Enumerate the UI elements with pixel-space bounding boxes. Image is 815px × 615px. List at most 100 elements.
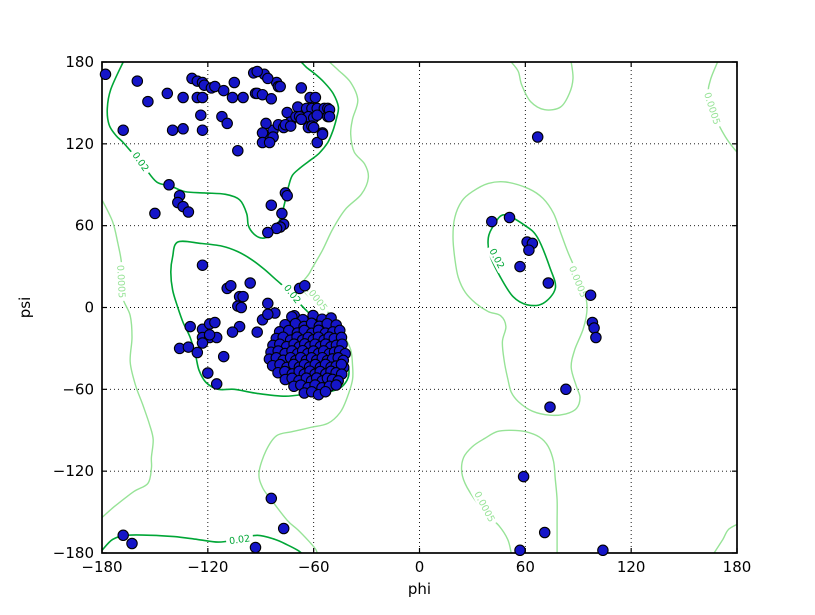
data-point: [131, 75, 144, 87]
x-tick-label: 180: [723, 558, 752, 576]
data-point: [274, 80, 286, 93]
data-point: [584, 289, 597, 301]
scatter-points: [99, 65, 609, 557]
data-point: [228, 76, 241, 89]
data-point: [319, 385, 332, 398]
contour-label-box: [485, 243, 509, 274]
x-tick-label: −60: [298, 558, 330, 576]
data-point: [142, 95, 154, 108]
y-tick-label: −180: [53, 544, 94, 562]
data-point: [196, 91, 209, 104]
data-point: [191, 346, 204, 359]
x-tick-label: 0: [415, 558, 425, 576]
data-point: [523, 244, 535, 256]
data-point: [262, 297, 274, 310]
data-point: [260, 117, 272, 130]
contour-label: 0.0005: [114, 265, 127, 299]
data-point: [262, 72, 274, 85]
contour-label-box: [565, 261, 591, 302]
data-point: [299, 279, 311, 292]
data-point: [235, 301, 248, 314]
data-point: [590, 331, 602, 344]
y-tick-label: −60: [62, 380, 94, 398]
data-point: [126, 537, 138, 550]
data-point: [177, 123, 189, 135]
x-tick-label: −180: [81, 558, 122, 576]
y-tick-label: 60: [75, 217, 94, 235]
data-point: [560, 383, 572, 396]
data-point: [161, 87, 174, 100]
data-point: [262, 308, 274, 321]
data-point: [196, 124, 209, 136]
contour-label-box: [114, 261, 129, 302]
data-point: [597, 544, 609, 557]
contour-label-box: [279, 279, 306, 309]
data-point: [265, 93, 278, 105]
y-axis-tick-labels: −180 −120 −60 0 60 120 180: [53, 53, 94, 562]
data-point: [330, 379, 342, 391]
tick-marks: [101, 61, 738, 554]
data-point: [149, 207, 161, 220]
x-tick-label: −120: [187, 558, 228, 576]
data-point: [210, 378, 223, 390]
data-point: [277, 522, 290, 535]
data-point: [263, 136, 276, 149]
data-point: [195, 109, 207, 121]
data-point: [163, 179, 175, 191]
y-tick-label: 180: [65, 53, 94, 71]
data-point: [202, 367, 214, 379]
data-point: [307, 121, 320, 134]
contour-label-box: [128, 147, 154, 177]
data-point: [281, 189, 293, 202]
data-point: [182, 341, 195, 353]
data-point: [225, 279, 237, 292]
data-point: [514, 260, 526, 273]
data-point: [503, 211, 516, 224]
data-point: [542, 277, 555, 289]
data-point: [226, 91, 239, 104]
y-tick-label: −120: [53, 462, 94, 480]
data-point: [256, 127, 269, 139]
data-point: [217, 350, 230, 363]
data-point: [295, 82, 308, 94]
data-point: [265, 199, 278, 211]
data-point: [182, 206, 195, 218]
data-point: [486, 215, 498, 228]
data-point: [514, 544, 526, 557]
data-point: [226, 326, 239, 338]
data-point: [232, 144, 244, 157]
data-point: [221, 117, 233, 130]
data-point: [184, 320, 196, 333]
data-point: [196, 259, 209, 271]
data-point: [323, 110, 336, 123]
data-point: [265, 492, 278, 505]
y-tick-label: 0: [84, 299, 94, 317]
data-point: [117, 529, 129, 542]
data-point: [311, 109, 323, 121]
data-point: [249, 541, 262, 554]
y-tick-label: 120: [65, 135, 94, 153]
contour-label-box: [470, 486, 499, 527]
data-point: [99, 68, 112, 81]
data-point: [217, 84, 230, 97]
x-axis-label: phi: [408, 580, 431, 598]
contour-label: 0.02: [228, 533, 250, 547]
data-point: [196, 337, 209, 349]
data-point: [588, 322, 600, 334]
data-point: [544, 401, 556, 413]
data-point: [244, 277, 256, 289]
contour-label-box: [700, 88, 724, 129]
x-tick-label: 60: [516, 558, 535, 576]
data-point: [284, 120, 297, 132]
data-point: [276, 207, 288, 220]
data-point: [262, 226, 274, 239]
data-point: [309, 91, 322, 104]
y-axis-label: psi: [16, 297, 34, 319]
data-point: [117, 124, 129, 136]
data-point: [166, 124, 179, 136]
data-point: [538, 526, 551, 539]
data-point: [517, 470, 530, 483]
